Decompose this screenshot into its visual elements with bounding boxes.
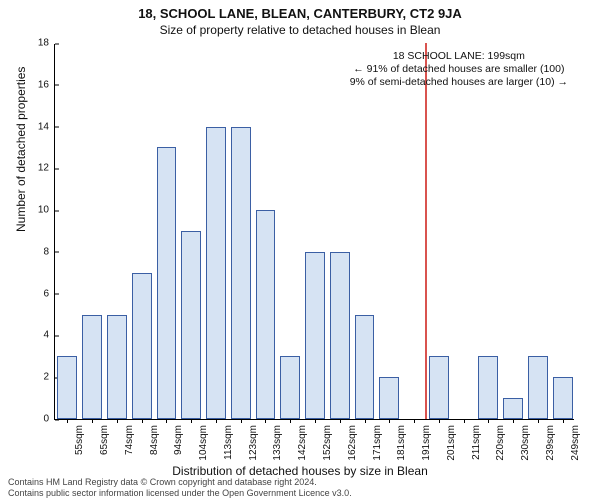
x-tick: 94sqm <box>171 425 184 455</box>
y-tick: 4 <box>43 330 55 341</box>
x-tick: 249sqm <box>568 425 581 461</box>
bar <box>305 252 325 419</box>
footer-line: Contains public sector information licen… <box>8 488 352 498</box>
bar <box>107 315 127 419</box>
bar <box>379 377 399 419</box>
anno-line: 18 SCHOOL LANE: 199sqm <box>350 50 568 63</box>
x-tick: 55sqm <box>72 425 85 455</box>
y-tick: 6 <box>43 288 55 299</box>
anno-line: 9% of semi-detached houses are larger (1… <box>350 76 568 89</box>
y-tick: 16 <box>38 79 55 90</box>
bar <box>553 377 573 419</box>
footer-line: Contains HM Land Registry data © Crown c… <box>8 477 352 487</box>
x-tick: 65sqm <box>97 425 110 455</box>
bar <box>330 252 350 419</box>
bar <box>429 356 449 419</box>
bar <box>528 356 548 419</box>
plot-area: 02468101214161855sqm65sqm74sqm84sqm94sqm… <box>54 44 574 420</box>
x-tick: 142sqm <box>295 425 308 461</box>
page-title: 18, SCHOOL LANE, BLEAN, CANTERBURY, CT2 … <box>0 0 600 21</box>
x-tick: 123sqm <box>246 425 259 461</box>
bar <box>503 398 523 419</box>
bar <box>231 127 251 419</box>
x-tick: 230sqm <box>518 425 531 461</box>
y-axis-label: Number of detached properties <box>14 67 28 232</box>
bar <box>478 356 498 419</box>
bar <box>355 315 375 419</box>
x-tick: 181sqm <box>394 425 407 461</box>
y-tick: 0 <box>43 414 55 425</box>
x-tick: 201sqm <box>444 425 457 461</box>
y-tick: 14 <box>38 121 55 132</box>
bar <box>280 356 300 419</box>
marker-line <box>425 43 427 419</box>
bar <box>157 147 177 419</box>
y-tick: 10 <box>38 205 55 216</box>
x-tick: 171sqm <box>370 425 383 461</box>
bar <box>82 315 102 419</box>
annotation: 18 SCHOOL LANE: 199sqm← 91% of detached … <box>350 50 568 89</box>
anno-line: ← 91% of detached houses are smaller (10… <box>350 63 568 76</box>
x-tick: 74sqm <box>122 425 135 455</box>
x-tick: 239sqm <box>543 425 556 461</box>
x-tick: 191sqm <box>419 425 432 461</box>
x-tick: 84sqm <box>147 425 160 455</box>
y-tick: 12 <box>38 163 55 174</box>
bar <box>206 127 226 419</box>
y-tick: 18 <box>38 38 55 49</box>
bar <box>181 231 201 419</box>
y-tick: 8 <box>43 246 55 257</box>
x-tick: 162sqm <box>345 425 358 461</box>
y-tick: 2 <box>43 372 55 383</box>
page-subtitle: Size of property relative to detached ho… <box>0 21 600 41</box>
bar <box>132 273 152 419</box>
x-tick: 113sqm <box>221 425 234 460</box>
bar-chart: 02468101214161855sqm65sqm74sqm84sqm94sqm… <box>54 44 574 420</box>
x-tick: 220sqm <box>493 425 506 461</box>
bar <box>57 356 77 419</box>
x-tick: 104sqm <box>196 425 209 461</box>
x-axis-label: Distribution of detached houses by size … <box>0 464 600 478</box>
x-tick: 133sqm <box>270 425 283 461</box>
x-tick: 211sqm <box>469 425 482 460</box>
footer-attribution: Contains HM Land Registry data © Crown c… <box>8 477 352 498</box>
bar <box>256 210 276 419</box>
x-tick: 152sqm <box>320 425 333 461</box>
